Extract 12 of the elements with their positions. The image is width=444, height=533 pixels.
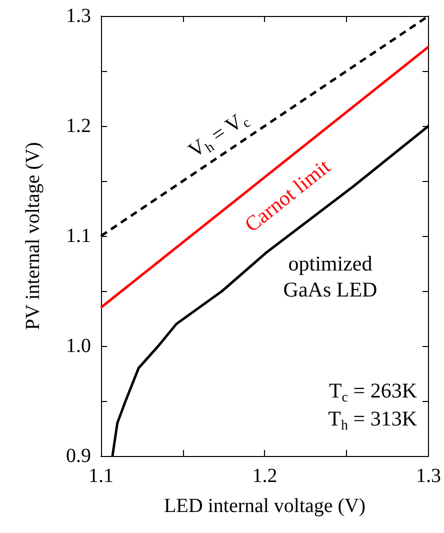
series-label: optimized GaAs LED xyxy=(283,251,378,302)
x-axis-title: LED internal voltage (V) xyxy=(164,495,366,517)
y-tick-label: 1.0 xyxy=(66,335,91,357)
y-tick-label: 1.2 xyxy=(66,115,91,137)
y-tick-label: 0.9 xyxy=(66,445,91,467)
x-tick-label: 1.3 xyxy=(416,465,441,487)
text: Vh = Vc xyxy=(184,109,254,162)
y-axis-title: PV internal voltage (V) xyxy=(22,142,44,330)
y-tick-label: 1.3 xyxy=(66,5,91,27)
y-tick-label: 1.1 xyxy=(66,225,91,247)
x-tick-label: 1.2 xyxy=(252,465,278,487)
x-tick-label: 1.1 xyxy=(88,465,114,487)
